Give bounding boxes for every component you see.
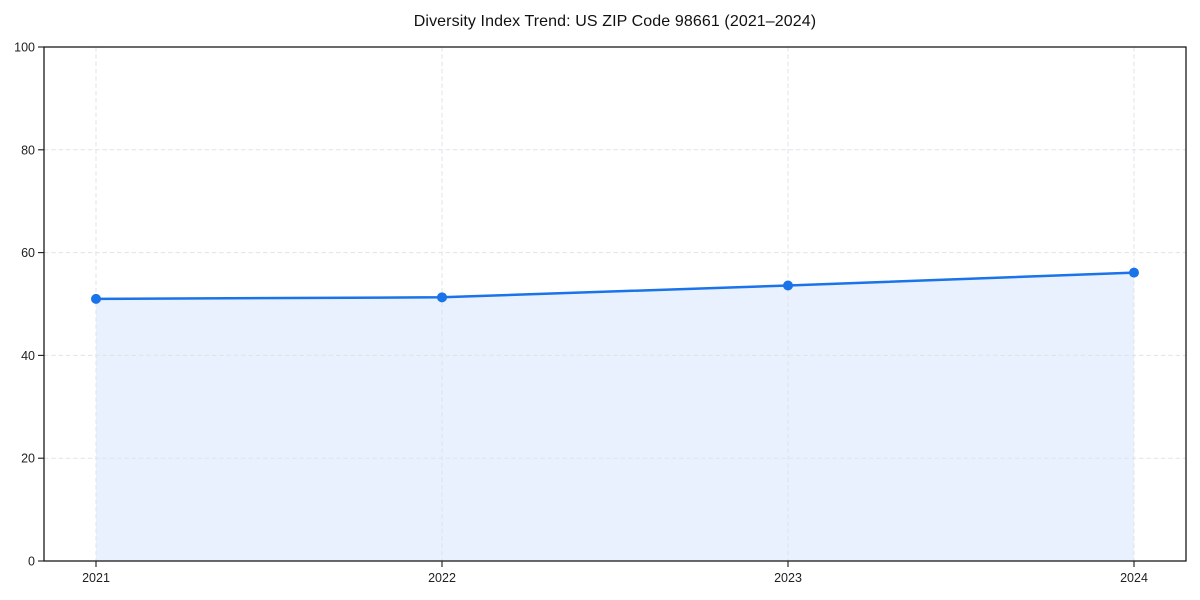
y-tick-label: 0 — [28, 555, 35, 569]
trend-line — [94, 271, 1136, 301]
y-tick-label: 100 — [14, 41, 35, 55]
gridlines — [44, 47, 1186, 561]
plot-border — [43, 46, 1187, 562]
y-tick-label: 20 — [21, 452, 35, 466]
y-tick-label: 60 — [21, 246, 35, 260]
data-point-2024 — [1129, 267, 1139, 278]
x-tick-label: 2022 — [428, 571, 456, 585]
tick-marks — [38, 46, 1135, 567]
data-point-2023 — [783, 280, 793, 291]
y-tick-label: 40 — [21, 349, 35, 363]
data-point-2022 — [437, 292, 447, 303]
chart-title: Diversity Index Trend: US ZIP Code 98661… — [413, 13, 817, 30]
x-tick-label: 2021 — [82, 571, 110, 585]
tick-labels: 0 20 40 60 80 100 2021 2022 2023 2024 — [14, 41, 1148, 586]
area-fill — [96, 272, 1134, 561]
data-point-2021 — [91, 293, 101, 304]
y-tick-label: 80 — [21, 143, 35, 157]
x-tick-label: 2023 — [774, 571, 802, 585]
x-tick-label: 2024 — [1120, 571, 1148, 585]
